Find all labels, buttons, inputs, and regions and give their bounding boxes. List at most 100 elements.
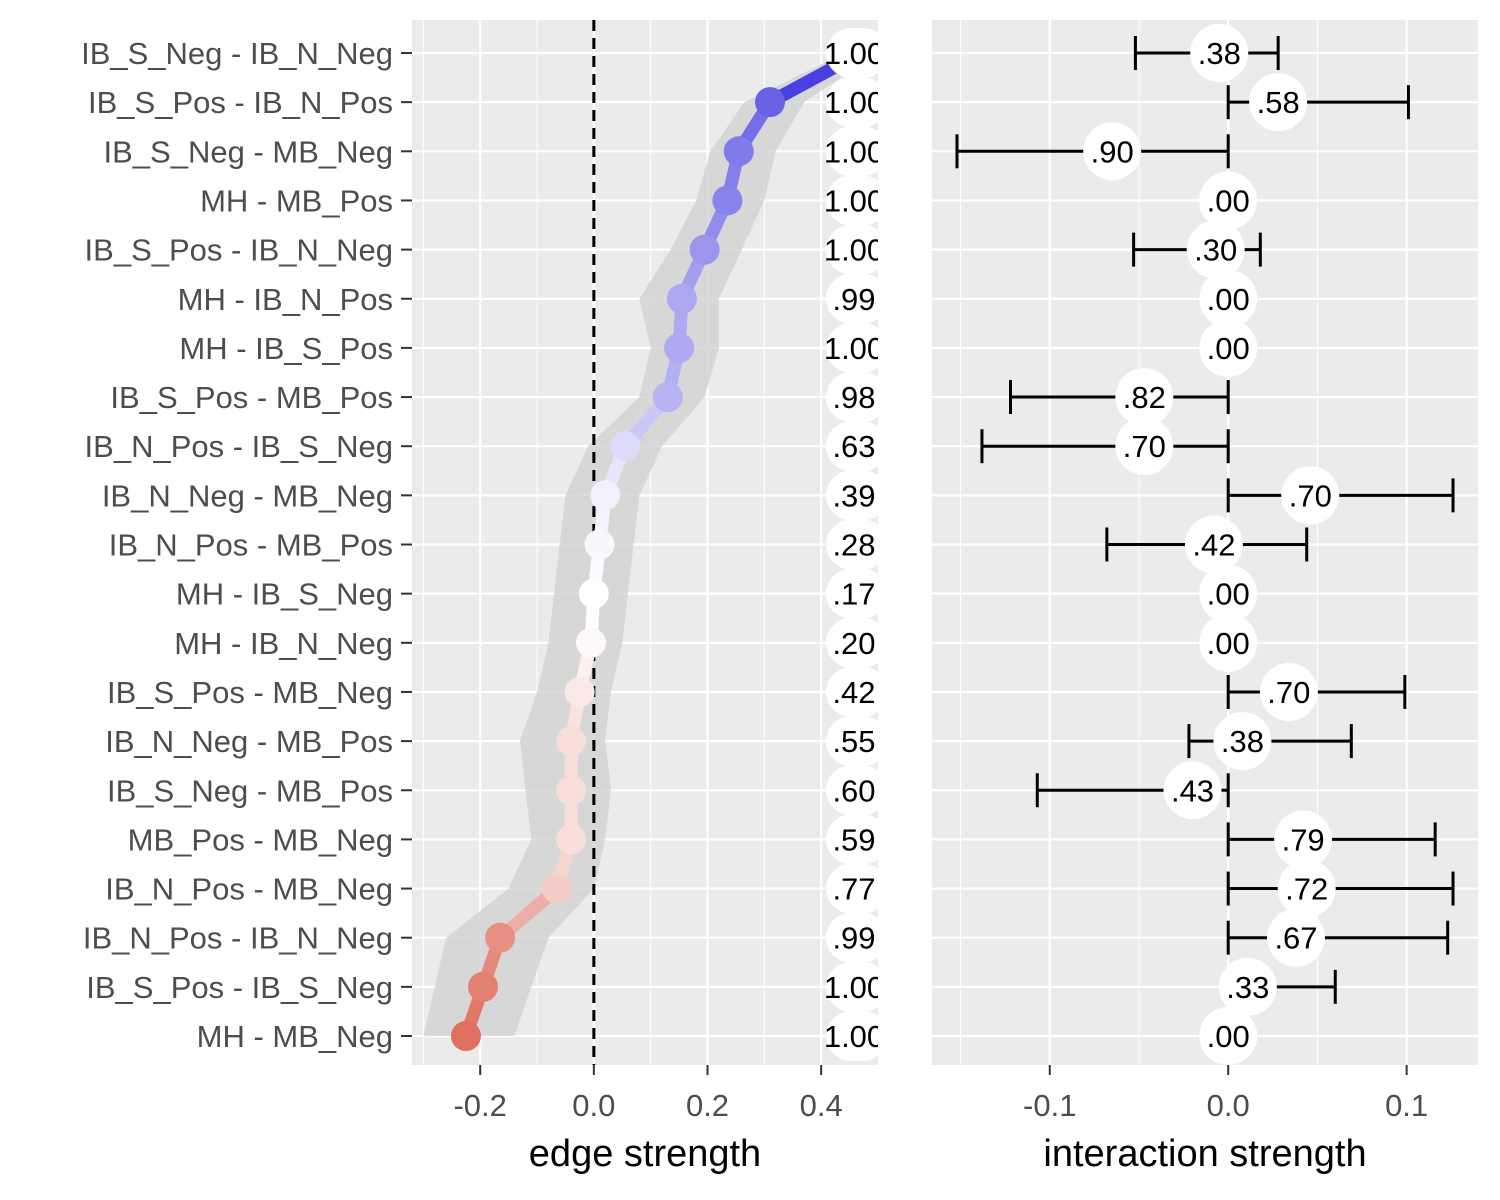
interaction-probability-label: .33 bbox=[1226, 970, 1269, 1005]
interaction-probability-label: .82 bbox=[1123, 380, 1166, 415]
interaction-probability-label: .42 bbox=[1192, 528, 1235, 563]
interaction-label-bubble bbox=[1184, 515, 1243, 574]
interaction-probability-label: .79 bbox=[1282, 822, 1325, 857]
edge-probability-bubble bbox=[826, 863, 878, 914]
edge-y-tick-label: IB_N_Neg - MB_Pos bbox=[105, 724, 393, 759]
edge-x-axis: -0.2 0.0 0.2 0.4 bbox=[453, 1065, 843, 1123]
edge-y-tick-label: IB_S_Pos - IB_N_Neg bbox=[85, 233, 393, 268]
edge-point bbox=[712, 185, 743, 216]
edge-x-tick-label: 0.0 bbox=[572, 1088, 615, 1123]
edge-point bbox=[755, 87, 786, 118]
edge-point bbox=[485, 922, 516, 953]
interaction-label-bubble bbox=[1249, 73, 1308, 132]
edge-y-tick-label: IB_N_Pos - IB_S_Neg bbox=[85, 429, 393, 464]
interaction-label-bubble bbox=[1213, 712, 1272, 771]
edge-strength-panel: 1.00 1.00 1.00 1.00 1.00 .99 1.00 .98 .63 .39 .28.… bbox=[81, 20, 884, 1175]
edge-probability-label: .60 bbox=[832, 773, 875, 808]
edge-probability-label: .55 bbox=[832, 724, 875, 759]
edge-point bbox=[664, 332, 695, 363]
edge-y-tick-label: MH - IB_S_Neg bbox=[176, 577, 393, 612]
edge-point bbox=[590, 480, 621, 511]
interaction-probability-label: .70 bbox=[1123, 429, 1166, 464]
edge-y-tick-label: IB_S_Pos - MB_Neg bbox=[107, 675, 393, 710]
edge-probability-bubble bbox=[826, 322, 878, 373]
edge-point bbox=[584, 529, 615, 560]
interaction-label-bubble bbox=[1199, 613, 1258, 672]
edge-probability-label: 1.00 bbox=[824, 970, 884, 1005]
edge-y-tick-label: MH - IB_N_Neg bbox=[174, 626, 393, 661]
edge-probability-bubble bbox=[826, 617, 878, 668]
edge-y-axis: IB_S_Neg - IB_N_Neg IB_S_Pos - IB_N_Pos IB… bbox=[81, 36, 412, 1054]
interaction-probability-label: .00 bbox=[1207, 626, 1250, 661]
edge-probability-label: .39 bbox=[832, 478, 875, 513]
edge-probability-label: 1.00 bbox=[824, 1019, 884, 1054]
edge-point bbox=[556, 775, 587, 806]
edge-point bbox=[468, 971, 499, 1002]
interaction-probability-labels: .38 .58 .90 .00 .30 .00 .00 .82 .70 .70 .42 .00 .00.… bbox=[1083, 24, 1340, 1065]
interaction-probability-label: .67 bbox=[1274, 921, 1317, 956]
edge-probability-bubble bbox=[826, 814, 878, 865]
edge-y-tick-label: IB_N_Neg - MB_Neg bbox=[102, 478, 393, 513]
edge-y-tick-label: MH - IB_N_Pos bbox=[178, 282, 393, 317]
interaction-label-bubble bbox=[1199, 564, 1258, 623]
interaction-probability-label: .00 bbox=[1207, 183, 1250, 218]
edge-y-tick-label: IB_S_Pos - MB_Pos bbox=[110, 380, 393, 415]
edge-probability-bubble bbox=[826, 224, 878, 275]
edge-y-tick-label: IB_S_Neg - IB_N_Neg bbox=[81, 36, 393, 71]
interaction-label-bubble bbox=[1274, 810, 1333, 869]
interaction-label-bubble bbox=[1199, 318, 1258, 377]
edge-probability-bubble bbox=[826, 568, 878, 619]
edge-y-tick-label: IB_N_Pos - MB_Pos bbox=[109, 528, 393, 563]
edge-y-tick-label: MH - MB_Pos bbox=[200, 183, 393, 218]
edge-probability-bubble bbox=[826, 28, 878, 78]
edge-point bbox=[652, 382, 683, 413]
edge-ribbon-area bbox=[423, 53, 878, 1036]
interaction-x-axis-title: interaction strength bbox=[1043, 1133, 1366, 1175]
edge-x-tick-label: 0.2 bbox=[686, 1088, 729, 1123]
interaction-label-bubble bbox=[1218, 957, 1277, 1016]
edge-probability-bubble bbox=[826, 765, 878, 816]
edge-y-tick-label: IB_S_Neg - MB_Pos bbox=[107, 773, 393, 808]
edge-point bbox=[450, 1021, 481, 1051]
edge-probability-bubble bbox=[826, 1011, 878, 1061]
edge-y-tick-label: MH - IB_S_Pos bbox=[179, 331, 393, 366]
interaction-probability-label: .38 bbox=[1198, 36, 1241, 71]
edge-probability-label: .98 bbox=[832, 380, 875, 415]
interaction-probability-label: .58 bbox=[1257, 85, 1300, 120]
edge-point bbox=[556, 726, 587, 757]
edge-probability-bubble bbox=[826, 273, 878, 324]
interaction-label-bubble bbox=[1115, 417, 1174, 476]
edge-point bbox=[564, 676, 595, 707]
interaction-probability-label: .70 bbox=[1289, 478, 1332, 513]
interaction-probability-label: .43 bbox=[1171, 773, 1214, 808]
edge-probability-label: 1.00 bbox=[824, 134, 884, 169]
edge-probability-label: .99 bbox=[832, 921, 875, 956]
edge-point bbox=[723, 136, 754, 167]
edge-probability-bubble bbox=[826, 372, 878, 423]
interaction-probability-label: .38 bbox=[1221, 724, 1264, 759]
interaction-probability-label: .90 bbox=[1091, 134, 1134, 169]
edge-probability-label: .28 bbox=[832, 528, 875, 563]
interaction-label-bubble bbox=[1190, 24, 1249, 82]
edge-confidence-ribbon bbox=[423, 53, 878, 1036]
interaction-probability-label: .00 bbox=[1207, 577, 1250, 612]
edge-probability-bubble bbox=[826, 126, 878, 177]
interaction-strength-panel: .38 .58 .90 .00 .30 .00 .00 .82 .70 .70 .42 .00 .00.… bbox=[932, 20, 1478, 1175]
edge-y-tick-label: IB_S_Pos - IB_S_Neg bbox=[86, 970, 393, 1005]
edge-probability-bubble bbox=[826, 175, 878, 226]
edge-probability-bubble bbox=[826, 421, 878, 472]
interaction-label-bubble bbox=[1259, 662, 1318, 721]
edge-probability-label: .20 bbox=[832, 626, 875, 661]
interaction-x-tick-label: 0.0 bbox=[1207, 1088, 1250, 1123]
interaction-label-bubble bbox=[1163, 761, 1222, 820]
edge-probability-label: .42 bbox=[832, 675, 875, 710]
interaction-label-bubble bbox=[1199, 269, 1258, 328]
edge-probability-bubble bbox=[826, 519, 878, 570]
edge-x-axis-title: edge strength bbox=[529, 1133, 761, 1175]
interaction-x-axis: -0.1 0.0 0.1 bbox=[1023, 1065, 1428, 1123]
interaction-probability-label: .72 bbox=[1285, 872, 1328, 907]
edge-point bbox=[578, 578, 609, 609]
interaction-label-bubble bbox=[1083, 122, 1142, 181]
interaction-label-bubble bbox=[1277, 859, 1336, 918]
